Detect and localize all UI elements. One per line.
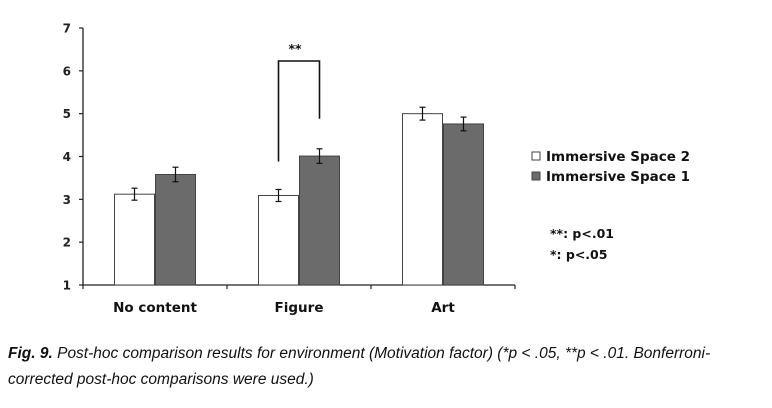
y-tick-label: 4	[63, 150, 71, 164]
category-label: No content	[113, 300, 197, 316]
significance-marker: **	[288, 41, 302, 56]
bar-space-2	[114, 193, 155, 286]
bar-space-2	[402, 113, 443, 286]
y-tick-label: 7	[63, 22, 71, 36]
y-tick-label: 1	[63, 279, 71, 293]
figure-caption-text: Post-hoc comparison results for environm…	[8, 345, 711, 388]
legend-swatch	[531, 171, 541, 181]
category-label: Figure	[275, 300, 324, 316]
significance-bracket	[277, 60, 321, 162]
legend-label: Immersive Space 2	[546, 149, 690, 165]
y-tick-label: 2	[63, 236, 71, 250]
legend-swatch	[531, 151, 541, 161]
chart-bars	[114, 106, 484, 286]
y-tick-label: 3	[63, 193, 71, 207]
bar-space-1	[443, 123, 484, 286]
significance-note: **: p<.01	[550, 226, 614, 241]
significance-notes: **: p<.01 *: p<.05	[550, 226, 614, 262]
y-tick-label: 5	[63, 107, 71, 121]
legend-label: Immersive Space 1	[546, 169, 690, 185]
bar-space-2	[258, 194, 299, 286]
significance-note: *: p<.05	[550, 247, 607, 262]
category-labels: No content Figure Art	[113, 300, 455, 316]
significance-annotation: **	[277, 41, 321, 162]
bar-space-1	[299, 155, 340, 286]
y-ticks: 1 2 3 4 5 6 7	[63, 22, 516, 293]
category-label: Art	[431, 300, 455, 316]
bar-space-1	[155, 173, 196, 286]
bar-chart: 1 2 3 4 5 6 7 No content Figure Art ** Immersive…	[63, 22, 690, 317]
figure-caption: Fig. 9. Post-hoc comparison results for …	[8, 341, 768, 393]
chart-legend: Immersive Space 2 Immersive Space 1	[531, 149, 690, 185]
y-tick-label: 6	[63, 64, 71, 78]
figure-caption-label: Fig. 9.	[8, 345, 53, 362]
